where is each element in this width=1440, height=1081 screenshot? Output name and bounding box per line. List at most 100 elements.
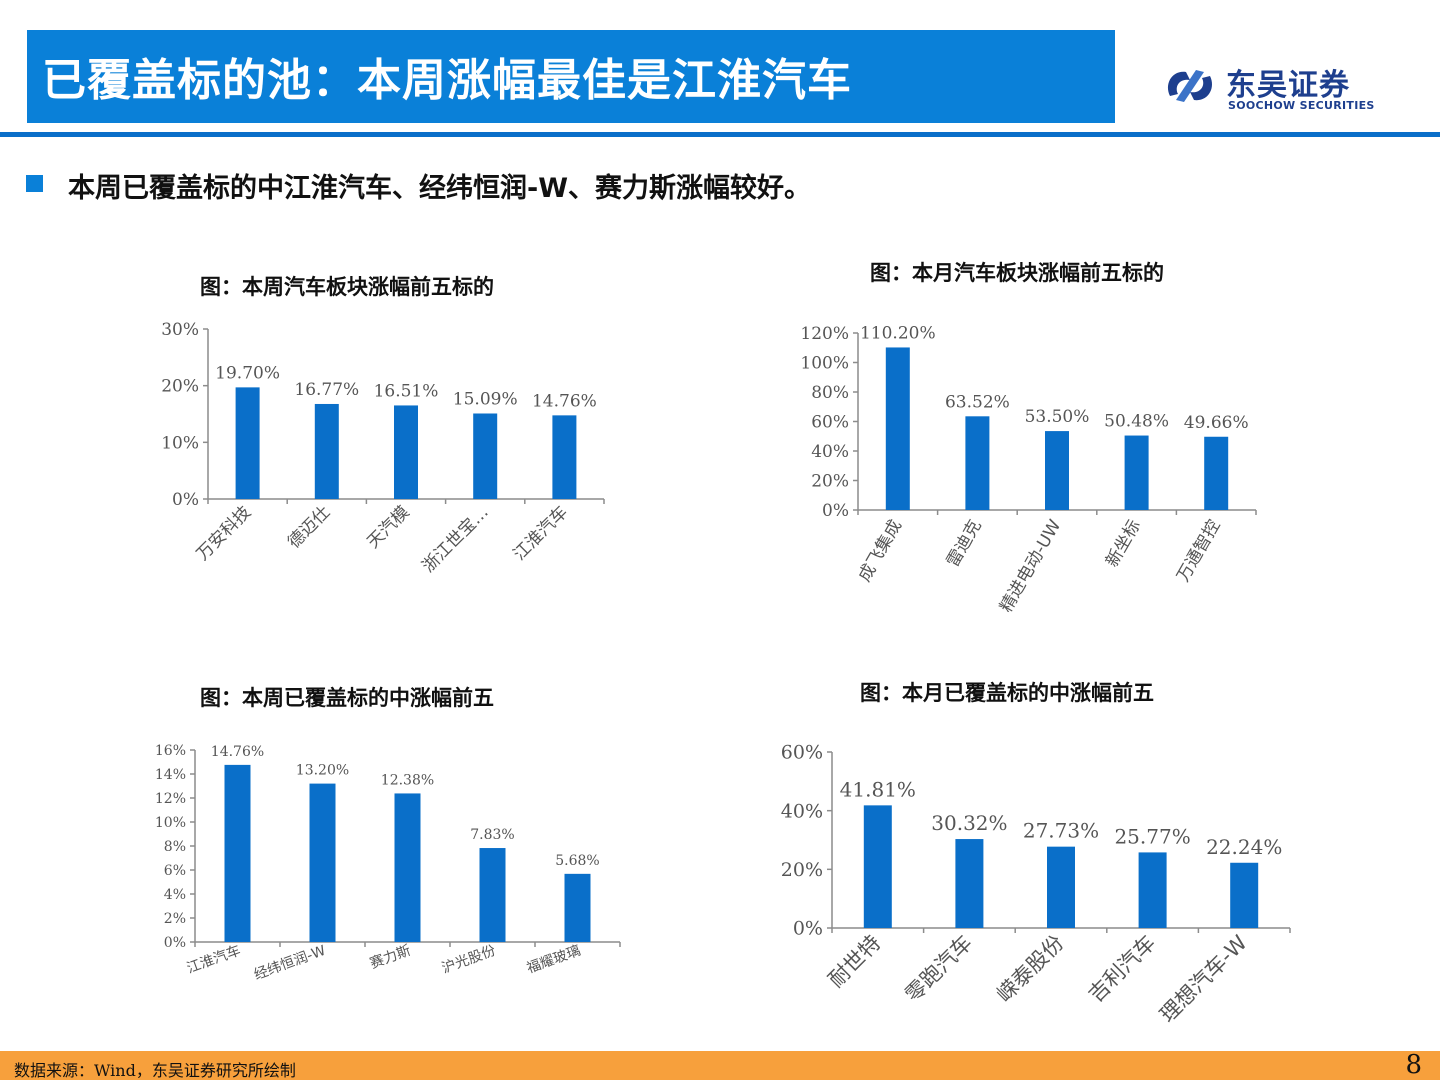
chart-2-bar — [1204, 436, 1229, 510]
chart-2-y-tick-label: 80% — [811, 383, 849, 403]
chart-3-y-tick-label: 2% — [164, 911, 186, 927]
chart-2-category-label: 万通智控 — [1173, 517, 1224, 586]
chart-3-bar — [224, 764, 251, 942]
chart-3-y-tick-label: 0% — [164, 935, 186, 951]
chart-2-y-tick-label: 60% — [811, 412, 849, 432]
chart-4-category-label: 耐世特 — [824, 931, 886, 993]
chart-3-data-label: 5.68% — [555, 853, 599, 869]
chart-4-data-label: 30.32% — [931, 811, 1007, 835]
chart-3-category-label: 江淮汽车 — [184, 942, 242, 977]
chart-4-data-label: 41.81% — [840, 777, 916, 801]
chart-2-data-label: 110.20% — [860, 323, 936, 343]
chart-1-y-tick-label: 30% — [161, 320, 199, 340]
soochow-logo-icon — [1167, 70, 1213, 102]
chart-4-category-label: 理想汽车-W — [1155, 930, 1252, 1027]
chart-1-title: 图：本周汽车板块涨幅前五标的 — [200, 275, 494, 299]
chart-4-data-label: 25.77% — [1114, 824, 1190, 848]
chart-3-y-tick-label: 12% — [155, 791, 186, 807]
chart-1-category-label: 德迈仕 — [284, 502, 334, 552]
chart-3-bar — [479, 848, 506, 942]
chart-2-category-label: 雷迪克 — [943, 517, 986, 571]
chart-4-title: 图：本月已覆盖标的中涨幅前五 — [860, 681, 1154, 705]
chart-3-y-tick-label: 6% — [164, 863, 186, 879]
chart-1-category-label: 万安科技 — [193, 502, 255, 564]
chart-1-bar — [552, 415, 577, 499]
header-rule — [0, 132, 1440, 137]
chart-4-y-tick-label: 40% — [781, 800, 823, 822]
chart-1-data-label: 16.77% — [294, 380, 359, 400]
chart-3-bar — [564, 873, 591, 942]
chart-3-title: 图：本周已覆盖标的中涨幅前五 — [200, 686, 494, 710]
title-bar — [27, 30, 1115, 123]
chart-3-data-label: 13.20% — [296, 763, 349, 779]
chart-3-data-label: 7.83% — [470, 827, 514, 843]
chart-3-bar — [309, 783, 336, 942]
chart-1-bar — [314, 403, 339, 499]
chart-1-y-tick-label: 10% — [161, 433, 199, 453]
chart-3-y-tick-label: 16% — [155, 743, 186, 759]
chart-3-y-tick-label: 14% — [155, 767, 186, 783]
chart-3-category-label: 赛力斯 — [368, 943, 413, 972]
chart-1-category-label: 天汽模 — [363, 502, 413, 552]
chart-2-bar — [1124, 435, 1149, 510]
chart-1-category-label: 浙江世宝… — [418, 502, 492, 576]
footer-bar — [0, 1051, 1440, 1080]
chart-2-category-label: 成飞集成 — [855, 517, 906, 586]
summary-bullet: 本周已覆盖标的中江淮汽车、经纬恒润-W、赛力斯涨幅较好。 — [68, 173, 811, 204]
company-logo: 东吴证券 SOOCHOW SECURITIES — [1162, 62, 1375, 118]
chart-3-category-label: 福耀玻璃 — [524, 942, 582, 977]
chart-4-data-label: 22.24% — [1206, 835, 1282, 859]
chart-4-category-label: 零跑汽车 — [901, 931, 977, 1007]
chart-1-data-label: 19.70% — [215, 363, 280, 383]
chart-1-data-label: 15.09% — [453, 389, 518, 409]
chart-3-y-tick-label: 10% — [155, 815, 186, 831]
chart-2-data-label: 49.66% — [1184, 413, 1249, 433]
chart-3-data-label: 14.76% — [211, 744, 264, 760]
chart-4-bar — [1230, 862, 1259, 928]
logo-english-name: SOOCHOW SECURITIES — [1228, 99, 1375, 112]
chart-4-bar — [1138, 852, 1167, 928]
chart-3-y-tick-label: 8% — [164, 839, 186, 855]
chart-1-category-label: 江淮汽车 — [510, 502, 572, 564]
chart-4-category-label: 吉利汽车 — [1084, 931, 1160, 1007]
chart-3-y-tick-label: 4% — [164, 887, 186, 903]
chart-4-y-tick-label: 20% — [781, 859, 823, 881]
chart-4-y-tick-label: 60% — [781, 742, 823, 764]
chart-2-title: 图：本月汽车板块涨幅前五标的 — [870, 261, 1164, 285]
page-number: 8 — [1405, 1050, 1422, 1080]
chart-2-category-label: 新坐标 — [1102, 517, 1145, 571]
chart-1-data-label: 16.51% — [374, 381, 439, 401]
chart-1-bar — [473, 413, 498, 499]
chart-1-bar — [235, 387, 260, 499]
chart-3-category-label: 经纬恒润-W — [252, 943, 328, 984]
chart-2-data-label: 50.48% — [1104, 412, 1169, 432]
chart-2-category-label: 精进电动-UW — [996, 516, 1065, 616]
chart-2-bar — [1045, 431, 1069, 510]
chart-4-bar — [955, 839, 984, 928]
chart-2-y-tick-label: 40% — [811, 442, 849, 462]
chart-2-y-tick-label: 100% — [800, 353, 849, 373]
chart-2-bar — [885, 347, 910, 510]
chart-4-y-tick-label: 0% — [793, 918, 823, 940]
chart-2-data-label: 63.52% — [945, 392, 1010, 412]
chart-2-y-tick-label: 20% — [811, 471, 849, 491]
chart-2-bar — [965, 416, 990, 510]
chart-3-category-label: 沪光股份 — [440, 943, 498, 977]
chart-3-bar — [394, 793, 421, 942]
chart-4-category-label: 嵘泰股份 — [992, 931, 1068, 1007]
logo-chinese-name: 东吴证券 — [1226, 68, 1350, 103]
bullet-square-icon — [26, 175, 43, 192]
chart-2-data-label: 53.50% — [1025, 407, 1090, 427]
chart-4-bar — [1047, 846, 1075, 928]
chart-4-data-label: 27.73% — [1023, 819, 1099, 843]
chart-2-y-tick-label: 0% — [822, 501, 849, 521]
chart-1-data-label: 14.76% — [532, 391, 597, 411]
chart-4-bar — [863, 805, 892, 928]
chart-2-y-tick-label: 120% — [800, 324, 849, 344]
source-note: 数据来源：Wind，东吴证券研究所绘制 — [14, 1061, 296, 1080]
chart-3-data-label: 12.38% — [381, 772, 434, 788]
chart-1-y-tick-label: 0% — [172, 490, 199, 510]
page-title: 已覆盖标的池：本周涨幅最佳是江淮汽车 — [42, 55, 852, 106]
chart-1-y-tick-label: 20% — [161, 377, 199, 397]
